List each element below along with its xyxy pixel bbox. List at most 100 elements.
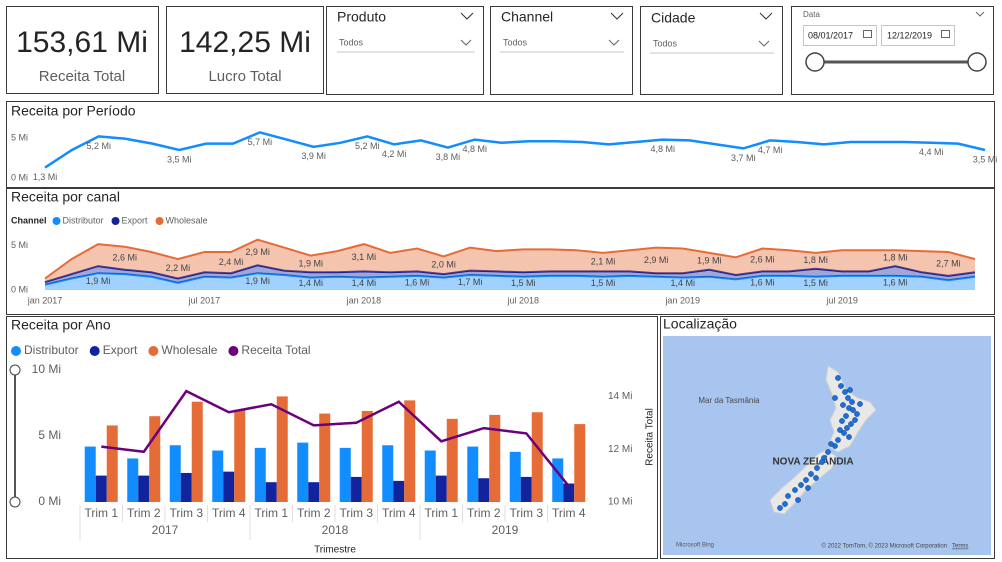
y-tick-label: 5 Mi	[11, 240, 28, 250]
map-point	[825, 449, 831, 455]
map-point	[845, 395, 851, 401]
bar	[191, 401, 203, 502]
y-tick-label: 12 Mi	[608, 444, 632, 455]
map-logo: Microsoft Bing	[676, 543, 714, 549]
map-point	[819, 459, 825, 465]
bar	[339, 447, 351, 502]
kpi-label: Lucro Total	[208, 68, 281, 85]
slider-handle[interactable]	[9, 496, 21, 508]
area-edge	[44, 264, 976, 284]
bar	[319, 413, 331, 502]
bar	[95, 475, 107, 502]
x-tick-label: Trim 3	[339, 506, 373, 520]
slicer-frame	[490, 6, 633, 95]
map-point	[814, 465, 820, 471]
data-label: 1,4 Mi	[298, 278, 323, 288]
data-label: 5,2 Mi	[355, 141, 380, 151]
slicer-title: Channel	[501, 9, 553, 25]
data-label: 2,2 Mi	[166, 263, 191, 273]
x-tick-label: Trim 4	[212, 506, 246, 520]
map-point	[849, 399, 855, 405]
bar	[509, 451, 521, 502]
bar	[446, 418, 458, 502]
x-tick-label: Trim 3	[169, 506, 203, 520]
data-label: 1,3 Mi	[33, 172, 58, 182]
map-point	[843, 413, 849, 419]
data-label: 4,7 Mi	[758, 145, 783, 155]
area	[45, 273, 975, 290]
legend-label: Distributor	[24, 343, 79, 357]
data-label: 2,4 Mi	[219, 257, 244, 267]
legend-swatch	[155, 217, 164, 225]
date-slicer[interactable]: Data 08/01/2017 12/12/2019	[791, 6, 994, 95]
legend-title: Channel	[11, 215, 47, 225]
map-title: Localização	[663, 316, 737, 332]
data-label: 5,2 Mi	[86, 141, 111, 151]
date-input[interactable]	[803, 25, 877, 46]
map-point	[813, 475, 819, 481]
legend-swatch	[11, 346, 21, 356]
bar	[84, 446, 96, 502]
slider-handle[interactable]	[805, 52, 825, 72]
map-point	[852, 417, 858, 423]
chart-title: Receita por canal	[11, 189, 120, 205]
map-point	[832, 395, 838, 401]
data-label: 2,1 Mi	[591, 257, 616, 267]
bar	[265, 482, 277, 502]
bar	[212, 450, 224, 502]
map-point	[805, 485, 811, 491]
data-label: 2,0 Mi	[431, 260, 456, 270]
chevron	[975, 11, 985, 17]
bar	[424, 450, 436, 502]
slicer[interactable]: Cidade Todos	[640, 6, 783, 95]
map-point	[841, 430, 847, 436]
bar	[254, 447, 266, 502]
slider-handle[interactable]	[9, 364, 21, 376]
date-input[interactable]	[881, 25, 955, 46]
map-point	[844, 425, 850, 431]
map-point	[842, 389, 848, 395]
slicer[interactable]: Produto Todos	[326, 6, 484, 95]
slider-handle[interactable]	[967, 52, 987, 72]
x-tick-label: jul 2017	[188, 295, 221, 305]
chevron	[608, 39, 620, 46]
chevron	[610, 12, 624, 20]
map-points	[777, 375, 863, 511]
legend-swatch	[111, 217, 120, 225]
map-attribution: © 2022 TomTom, © 2023 Microsoft Corporat…	[822, 543, 947, 550]
x-tick-label: Trim 4	[382, 506, 416, 520]
map-point	[808, 471, 814, 477]
x-tick-label: Trim 2	[297, 506, 331, 520]
group-label: 2017	[152, 523, 179, 537]
data-label: 1,5 Mi	[591, 278, 616, 288]
kpi-label: Receita Total	[39, 68, 125, 85]
data-label: 1,5 Mi	[511, 278, 536, 288]
slicer[interactable]: Channel Todos	[490, 6, 633, 95]
legend-label: Export	[122, 215, 149, 225]
data-label: 2,9 Mi	[245, 247, 270, 257]
data-label: 1,6 Mi	[750, 277, 775, 287]
data-label: 3,9 Mi	[301, 151, 326, 161]
y-tick-label: 5 Mi	[11, 132, 28, 142]
data-label: 1,5 Mi	[803, 278, 828, 288]
map-point	[835, 437, 841, 443]
chart-title: Receita por Ano	[11, 317, 111, 333]
map-point	[847, 387, 853, 393]
bar	[520, 476, 532, 502]
data-label: 1,8 Mi	[803, 255, 828, 265]
data-label: 1,9 Mi	[245, 276, 270, 286]
map-point	[839, 418, 845, 424]
data-label: 3,1 Mi	[352, 252, 377, 262]
data-label: 4,2 Mi	[382, 149, 407, 159]
data-label: 1,8 Mi	[883, 253, 908, 263]
legend-label: Wholesale	[166, 215, 208, 225]
slicer-selection: Todos	[339, 37, 364, 47]
slicer-frame	[640, 6, 783, 95]
map-point	[850, 407, 856, 413]
x-tick-label: Trim 3	[509, 506, 543, 520]
map-terms[interactable]: Terms	[952, 544, 968, 550]
x-axis-title: Trimestre	[314, 545, 356, 556]
bar	[350, 476, 362, 502]
bar	[489, 414, 501, 502]
data-label: 3,5 Mi	[167, 154, 192, 164]
